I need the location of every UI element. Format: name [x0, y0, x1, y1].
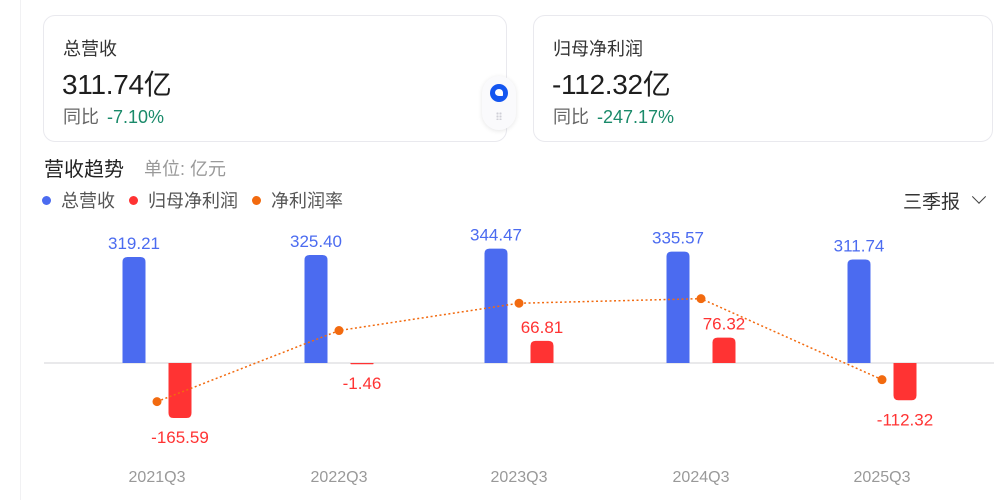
x-axis-label: 2021Q3 [129, 469, 186, 486]
net-profit-value-label: -1.46 [343, 374, 382, 393]
net-profit-value-label: -112.32 [877, 410, 933, 429]
revenue-value-label: 335.57 [652, 229, 704, 248]
period-select-dropdown[interactable]: 三季报 [903, 187, 987, 214]
revenue-value-label: 311.74 [834, 237, 885, 256]
net-profit-bar[interactable] [350, 363, 374, 365]
net-margin-point[interactable] [152, 397, 162, 407]
card-title: 归母净利润 [553, 39, 643, 59]
page-edge-divider [20, 0, 21, 500]
yoy-value: -7.10% [107, 107, 165, 127]
revenue-bar[interactable] [666, 251, 690, 363]
period-select-value: 三季报 [903, 192, 961, 213]
card-net-profit: 归母净利润 -112.32亿 同比 -247.17% [533, 15, 993, 142]
yoy-label: 同比 [63, 107, 99, 127]
card-yoy: 同比 -247.17% [553, 103, 674, 129]
revenue-bar[interactable] [122, 257, 146, 363]
floating-assistant-widget[interactable] [482, 76, 516, 130]
card-title: 总营收 [63, 39, 117, 59]
assistant-logo-icon[interactable] [490, 84, 508, 102]
card-total-revenue: 总营收 311.74亿 同比 -7.10% [43, 15, 507, 142]
revenue-value-label: 319.21 [108, 234, 160, 253]
legend-item-net-profit[interactable]: 归母净利润 [129, 187, 238, 213]
revenue-value-label: 325.40 [290, 232, 342, 251]
card-yoy: 同比 -7.10% [63, 103, 164, 129]
revenue-bar[interactable] [847, 259, 871, 363]
legend-label: 总营收 [61, 191, 115, 211]
net-margin-point[interactable] [514, 298, 524, 308]
card-value: -112.32亿 [552, 69, 671, 100]
x-axis-label: 2022Q3 [311, 469, 368, 486]
x-axis-label: 2023Q3 [491, 469, 548, 486]
legend-dot-icon [252, 195, 261, 205]
section-title: 营收趋势 [44, 159, 124, 181]
net-profit-value-label: 76.32 [703, 315, 746, 334]
section-unit: 单位: 亿元 [144, 159, 227, 179]
net-margin-point[interactable] [877, 375, 887, 385]
legend-item-net-margin[interactable]: 净利润率 [252, 187, 343, 213]
net-profit-value-label: 66.81 [521, 318, 564, 337]
yoy-label: 同比 [553, 107, 589, 127]
net-profit-bar[interactable] [712, 337, 736, 363]
net-margin-points [152, 294, 887, 407]
revenue-bar[interactable] [304, 254, 328, 363]
net-margin-point[interactable] [334, 326, 344, 336]
net-profit-bar[interactable] [168, 363, 192, 418]
x-axis-labels: 2021Q3 2022Q3 2023Q3 2024Q3 2025Q3 [129, 469, 911, 486]
revenue-bar[interactable] [484, 248, 508, 363]
legend-dot-icon [129, 195, 138, 205]
net-profit-bar[interactable] [530, 340, 554, 363]
legend-label: 归母净利润 [148, 191, 238, 211]
net-profit-bar[interactable] [893, 363, 917, 401]
net-margin-line [156, 297, 883, 403]
drag-handle-icon[interactable] [496, 112, 502, 120]
bar-value-labels: 319.21 -165.59 325.40 -1.46 344.47 66.81 335.5… [108, 226, 933, 447]
net-margin-point[interactable] [696, 294, 706, 304]
chart-legend: 总营收 归母净利润 净利润率 [42, 187, 357, 213]
legend-dot-icon [42, 195, 51, 205]
bar-group [122, 248, 917, 418]
revenue-value-label: 344.47 [470, 226, 522, 245]
legend-label: 净利润率 [271, 191, 343, 211]
yoy-value: -247.17% [597, 107, 675, 127]
net-profit-value-label: -165.59 [151, 428, 209, 447]
x-axis-label: 2024Q3 [673, 469, 730, 486]
card-value: 311.74亿 [62, 69, 172, 100]
x-axis-label: 2025Q3 [854, 469, 911, 486]
legend-item-revenue[interactable]: 总营收 [42, 187, 115, 213]
